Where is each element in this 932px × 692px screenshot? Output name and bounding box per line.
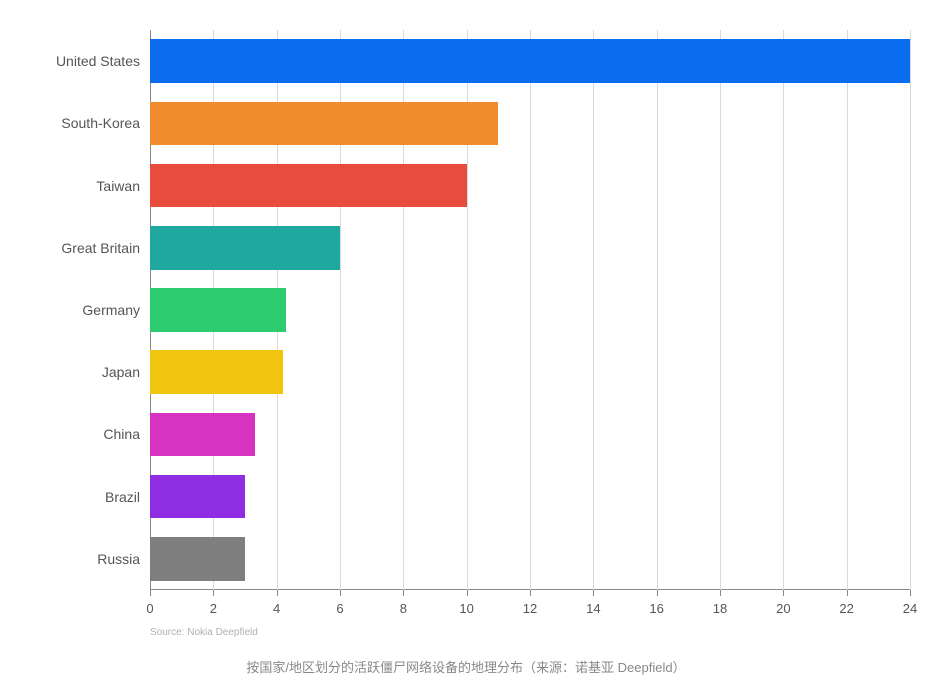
x-tick [530, 590, 531, 596]
y-category-label: South-Korea [61, 115, 140, 131]
x-tick [910, 590, 911, 596]
y-category-label: China [103, 426, 140, 442]
bar [150, 475, 245, 519]
source-text: Source: Nokia Deepfield [150, 627, 258, 638]
plot-area: 024681012141618202224 [150, 30, 910, 590]
bar [150, 164, 467, 208]
x-tick-label: 22 [839, 601, 853, 616]
gridline [910, 30, 911, 590]
bar-row [150, 226, 910, 270]
x-tick-label: 14 [586, 601, 600, 616]
x-tick-label: 2 [210, 601, 217, 616]
y-category-label: Japan [102, 364, 140, 380]
x-tick [277, 590, 278, 596]
x-tick [467, 590, 468, 596]
bar [150, 537, 245, 581]
y-category-label: Germany [82, 302, 140, 318]
x-tick-label: 16 [649, 601, 663, 616]
chart-container: 024681012141618202224 Source: Nokia Deep… [30, 30, 910, 630]
y-category-label: Taiwan [96, 178, 140, 194]
bar-row [150, 164, 910, 208]
x-tick [340, 590, 341, 596]
x-tick-label: 8 [400, 601, 407, 616]
bar-row [150, 102, 910, 146]
x-tick [783, 590, 784, 596]
x-tick [720, 590, 721, 596]
x-tick [847, 590, 848, 596]
x-tick-label: 12 [523, 601, 537, 616]
x-tick-label: 20 [776, 601, 790, 616]
x-tick [593, 590, 594, 596]
bar-row [150, 537, 910, 581]
caption-text: 按国家/地区划分的活跃僵尸网络设备的地理分布（来源：诺基亚 Deepfield） [0, 657, 932, 676]
x-tick-label: 0 [146, 601, 153, 616]
bar-row [150, 350, 910, 394]
x-tick [213, 590, 214, 596]
bar-row [150, 288, 910, 332]
x-tick-label: 6 [336, 601, 343, 616]
bar [150, 350, 283, 394]
x-tick-label: 4 [273, 601, 280, 616]
bar [150, 413, 255, 457]
bar [150, 226, 340, 270]
bar [150, 39, 910, 83]
x-tick-label: 24 [903, 601, 917, 616]
y-category-label: Russia [97, 551, 140, 567]
x-tick [403, 590, 404, 596]
bar [150, 102, 498, 146]
x-tick [150, 590, 151, 596]
y-category-label: Brazil [105, 489, 140, 505]
bar [150, 288, 286, 332]
x-tick [657, 590, 658, 596]
bar-row [150, 475, 910, 519]
y-category-label: Great Britain [61, 240, 140, 256]
bar-row [150, 413, 910, 457]
x-tick-label: 18 [713, 601, 727, 616]
bar-row [150, 39, 910, 83]
y-category-label: United States [56, 53, 140, 69]
x-tick-label: 10 [459, 601, 473, 616]
